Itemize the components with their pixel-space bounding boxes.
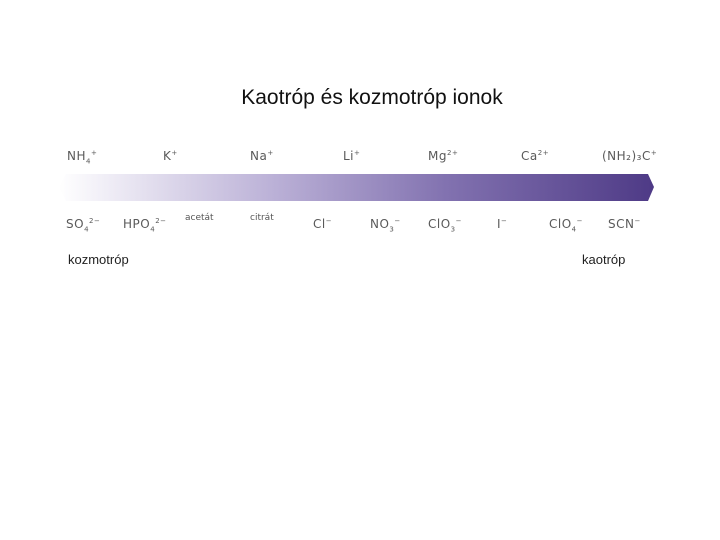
cation-guanidinium: (NH₂)₃C+ [602,149,658,163]
cation-mg: Mg2+ [428,149,459,163]
chaotrope-label: kaotróp [582,252,626,267]
anion-hpo4: HPO42− [123,217,167,234]
anion-no3: NO3− [370,217,401,234]
label-citrate: citrát [250,213,274,223]
cation-k: K+ [163,149,178,163]
anion-scn: SCN− [608,217,641,231]
arrow-body [59,174,654,201]
cation-ca: Ca2+ [521,149,550,163]
kosmotrope-label: kozmotróp [68,252,129,267]
diagram-title: Kaotróp és kozmotróp ionok [241,86,503,109]
cation-nh4: NH4+ [67,149,98,166]
anion-cl: Cl− [313,217,333,231]
anion-clo4: ClO4− [549,217,584,234]
cation-li: Li+ [343,149,361,163]
cation-na: Na+ [250,149,274,163]
anion-clo3: ClO3− [428,217,463,234]
anion-so4: SO42− [66,217,101,234]
label-acetate: acetát [185,213,214,223]
anion-i: I− [497,217,508,231]
